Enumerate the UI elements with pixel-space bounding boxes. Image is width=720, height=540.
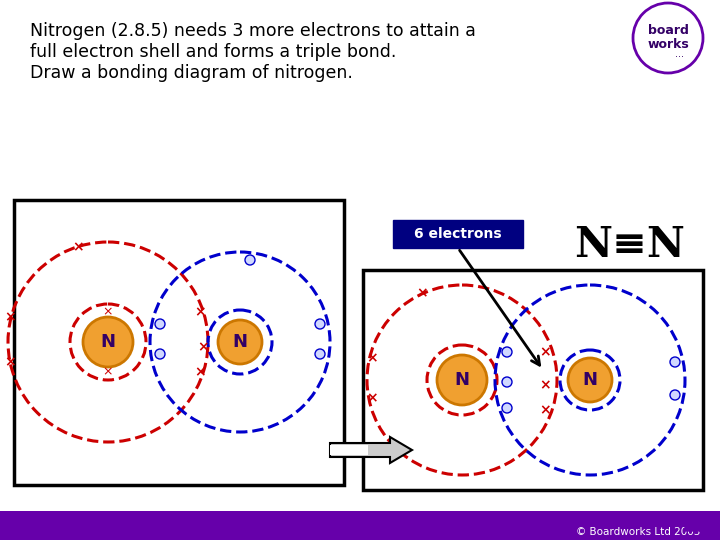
Text: © Boardworks Ltd 2003: © Boardworks Ltd 2003 [575, 527, 700, 537]
Text: ×: × [72, 240, 84, 254]
Circle shape [155, 319, 165, 329]
Text: N: N [454, 371, 469, 389]
Circle shape [437, 355, 487, 405]
Text: ×: × [4, 355, 16, 369]
Bar [393, 220, 523, 248]
FancyArrow shape [0, 517, 35, 535]
Text: works: works [647, 38, 689, 51]
Text: N: N [101, 333, 115, 351]
Circle shape [218, 320, 262, 364]
Circle shape [633, 3, 703, 73]
Circle shape [155, 349, 165, 359]
Circle shape [245, 255, 255, 265]
Text: ×: × [539, 378, 551, 392]
Bar [0, 511, 720, 540]
Bar [363, 270, 703, 490]
Circle shape [502, 347, 512, 357]
Text: ×: × [194, 365, 206, 379]
Text: 6 electrons: 6 electrons [414, 227, 502, 241]
Circle shape [315, 349, 325, 359]
Text: ×: × [194, 305, 206, 319]
Text: ×: × [366, 391, 378, 405]
Circle shape [670, 390, 680, 400]
Text: ×: × [103, 366, 113, 379]
Text: ×: × [4, 310, 16, 324]
Text: ×: × [539, 345, 551, 359]
Circle shape [502, 377, 512, 387]
Circle shape [568, 358, 612, 402]
Bar [14, 200, 344, 485]
Circle shape [670, 357, 680, 367]
Text: N≡N: N≡N [575, 224, 685, 266]
Text: ×: × [539, 403, 551, 417]
Text: N: N [233, 333, 248, 351]
Text: board: board [647, 24, 688, 37]
Text: ×: × [416, 286, 428, 300]
Text: N: N [582, 371, 598, 389]
Text: ×: × [366, 351, 378, 365]
Text: Nitrogen (2.8.5) needs 3 more electrons to attain a
full electron shell and form: Nitrogen (2.8.5) needs 3 more electrons … [30, 22, 476, 82]
Text: ...: ... [675, 49, 685, 59]
Circle shape [83, 317, 133, 367]
FancyArrow shape [330, 445, 368, 455]
Circle shape [315, 319, 325, 329]
Text: ×: × [103, 306, 113, 319]
Text: ×: × [197, 340, 209, 354]
FancyArrow shape [330, 437, 412, 463]
Circle shape [502, 403, 512, 413]
FancyArrow shape [685, 517, 720, 535]
